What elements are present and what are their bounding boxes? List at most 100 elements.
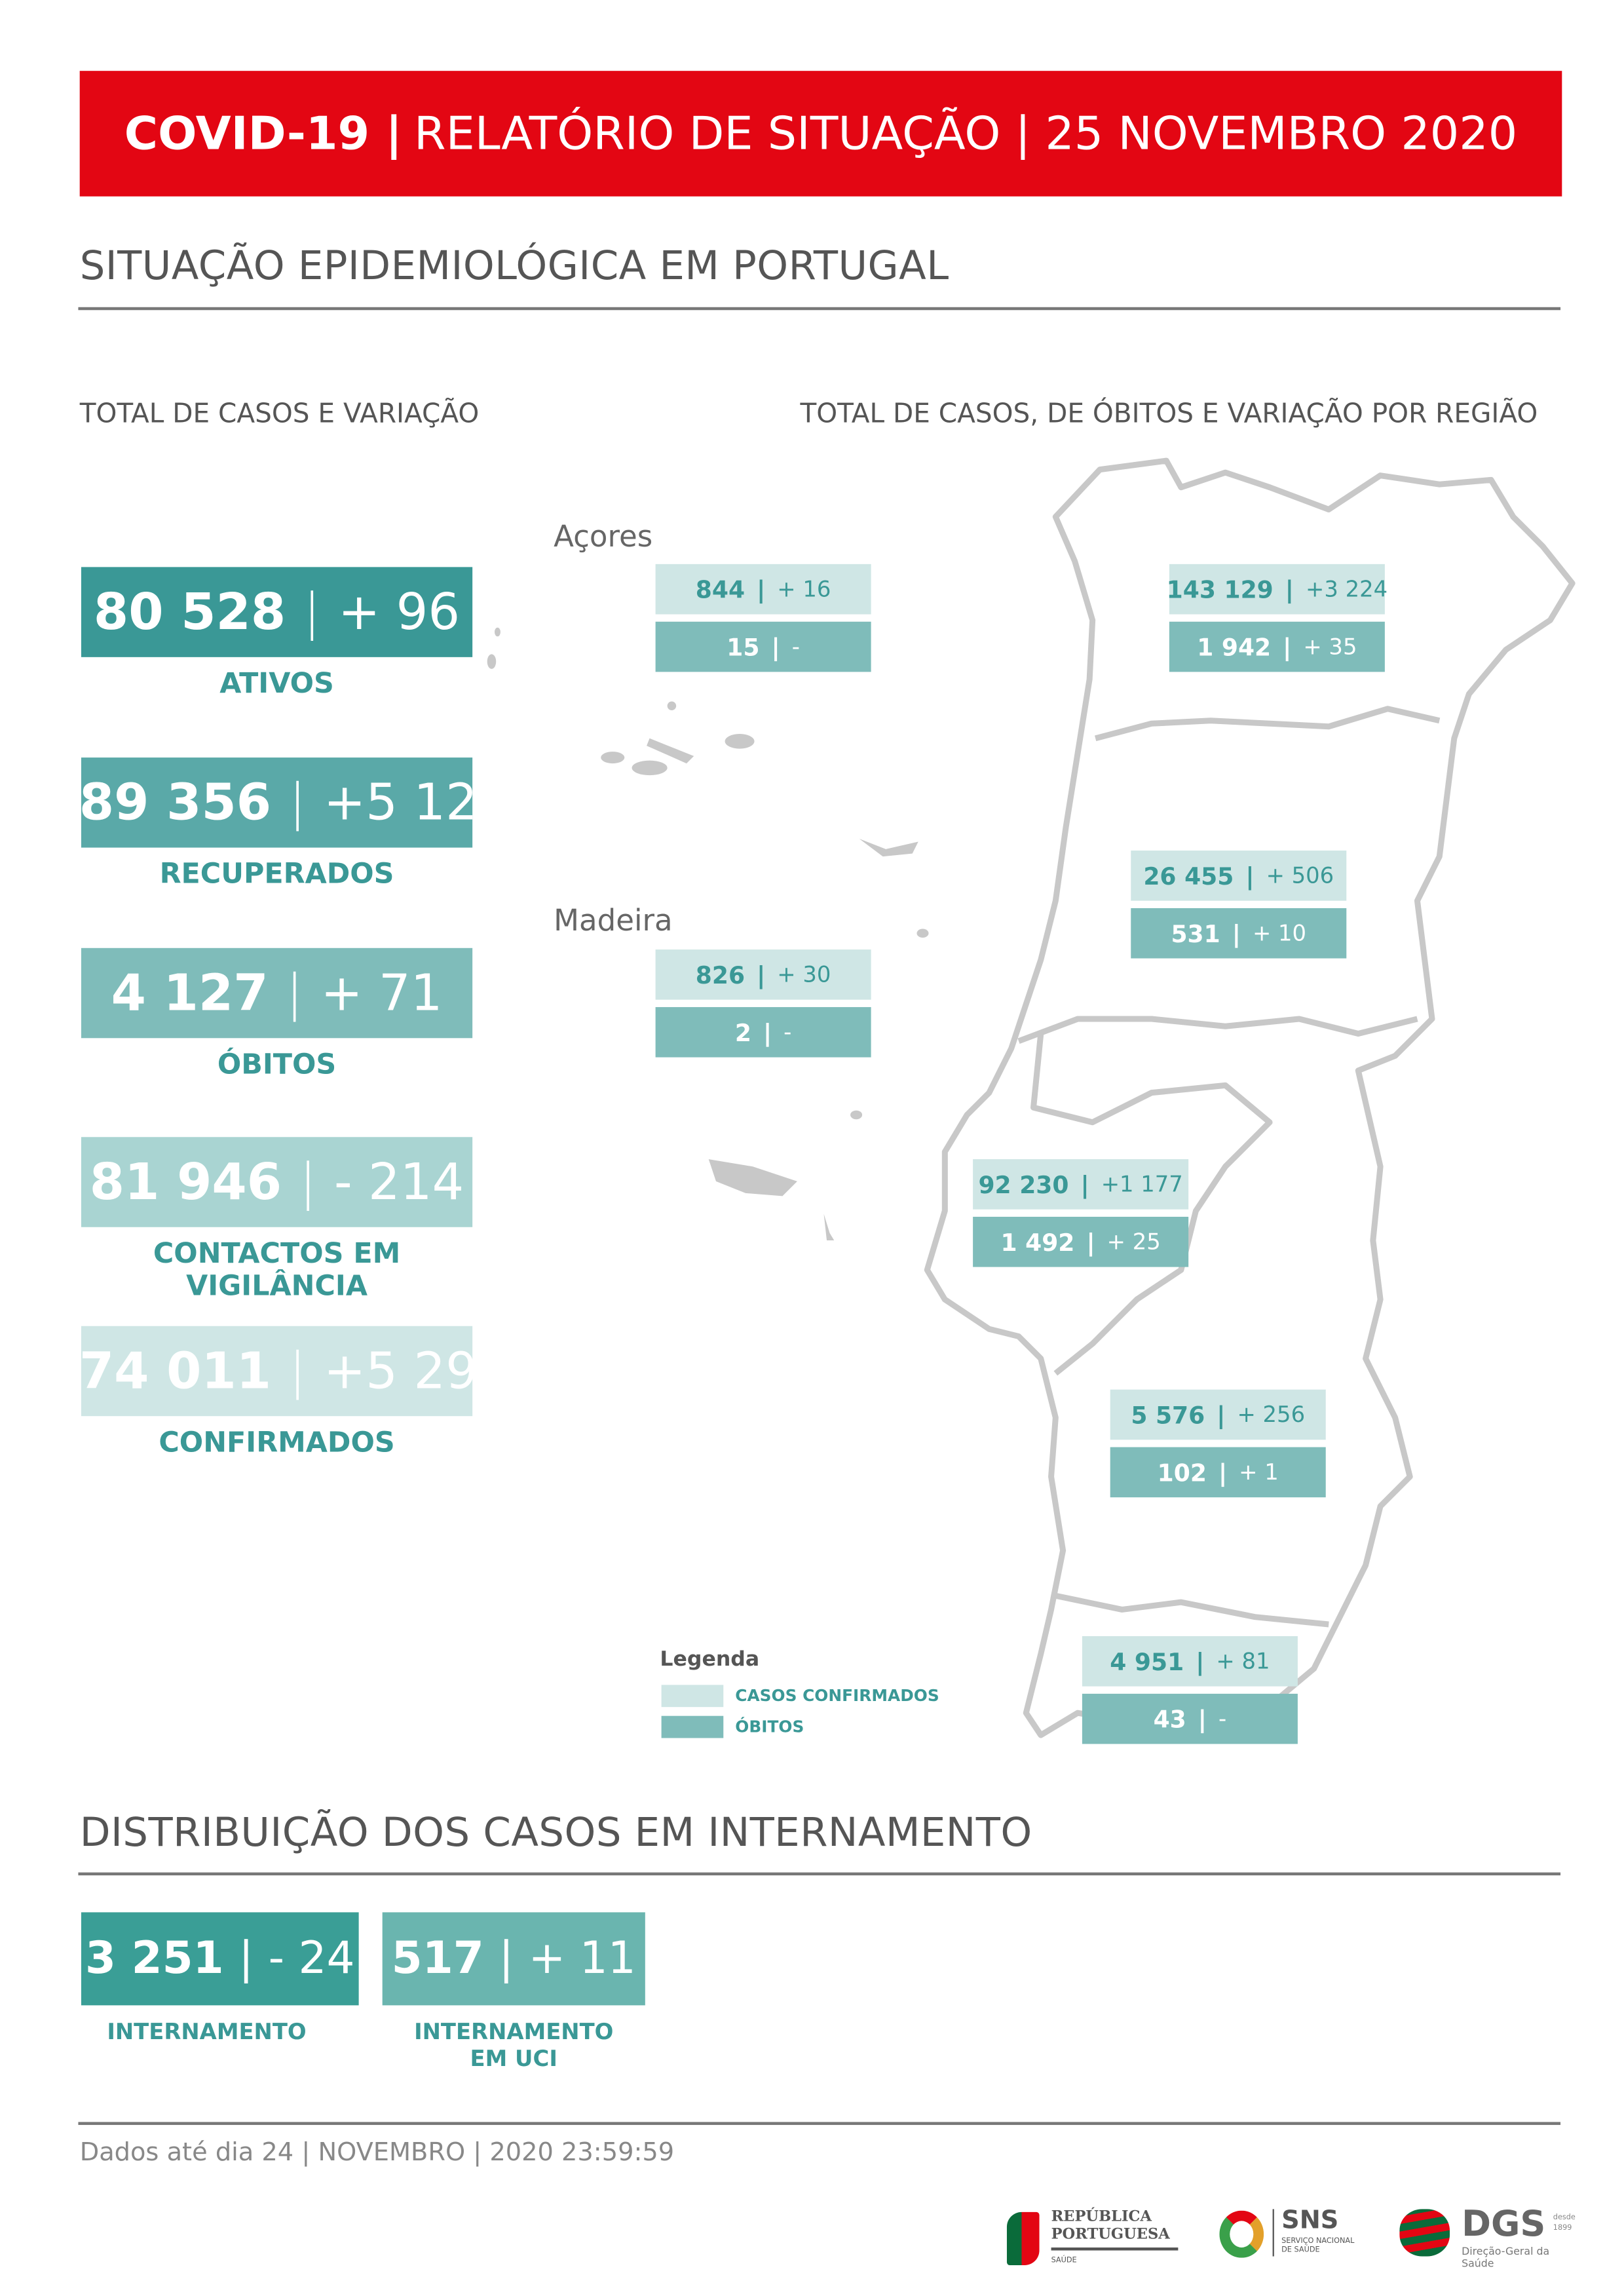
legend-label-deaths: ÓBITOS — [735, 1717, 804, 1737]
cases-change: + 30 — [777, 961, 831, 988]
kpi-box-2: 4 127 | + 71 — [81, 947, 473, 1039]
cases-value: 5 576 — [1131, 1400, 1205, 1429]
region-cases-madeira: 826 | + 30 — [655, 949, 871, 1000]
separator: | — [289, 1341, 306, 1401]
dgs-logo: DGS desde 1899 Direção-Geral da Saúde — [1399, 2203, 1584, 2270]
cases-value: 92 230 — [978, 1170, 1069, 1198]
portugal-map — [487, 457, 1576, 1738]
region-deaths-algarve: 43 | - — [1082, 1693, 1298, 1744]
region-cases-centro: 26 455 | + 506 — [1131, 851, 1347, 901]
region-cases-acores: 844 | + 16 — [655, 564, 871, 615]
cases-change: + 16 — [777, 575, 831, 603]
legend-swatch-cases — [661, 1685, 724, 1708]
acores-label: Açores — [554, 518, 653, 554]
deaths-value: 102 — [1157, 1458, 1207, 1487]
kpi-change: + 96 — [338, 583, 461, 642]
separator: | — [303, 583, 321, 642]
cases-value: 26 455 — [1143, 861, 1234, 890]
deaths-value: 1 942 — [1197, 632, 1272, 661]
deaths-value: 2 — [734, 1018, 751, 1046]
deaths-value: 531 — [1171, 919, 1220, 947]
kpi-change: +5 290 — [324, 1341, 510, 1401]
separator: | — [289, 773, 306, 832]
kpi-value: 189 356 — [44, 773, 272, 832]
islands — [487, 627, 929, 1241]
footer-divider — [78, 2122, 1561, 2125]
kpi-label: CONTACTOS EM VIGILÂNCIA — [153, 1237, 401, 1303]
hospitalized-value: 3 251 — [85, 1932, 224, 1985]
deaths-change: + 1 — [1239, 1459, 1279, 1486]
section-title-hospital: DISTRIBUIÇÃO DOS CASOS EM INTERNAMENTO — [79, 1810, 1032, 1856]
kpi-box-0: 80 528 | + 96 — [81, 567, 473, 657]
republica-portuguesa-logo: REPÚBLICA PORTUGUESA SAÚDE — [1006, 2206, 1199, 2280]
legend-label-cases: CASOS CONFIRMADOS — [735, 1686, 939, 1706]
kpi-value: 80 528 — [93, 583, 286, 642]
cases-value: 143 129 — [1166, 575, 1274, 603]
header-title: RELATÓRIO DE SITUAÇÃO | 25 NOVEMBRO 2020 — [414, 107, 1518, 161]
region-deaths-acores: 15 | - — [655, 621, 871, 672]
kpi-label: RECUPERADOS — [159, 858, 394, 890]
kpi-box-3: 81 946 | - 214 — [81, 1137, 473, 1227]
kpi-box-1: 189 356 | +5 123 — [45, 757, 510, 848]
legend-title: Legenda — [660, 1648, 760, 1672]
separator: | — [286, 963, 303, 1023]
kpi-value: 274 011 — [44, 1341, 272, 1401]
icu-change: + 11 — [528, 1932, 636, 1985]
deaths-change: + 25 — [1106, 1228, 1161, 1255]
deaths-change: + 35 — [1303, 633, 1357, 660]
cases-change: + 81 — [1216, 1648, 1270, 1675]
divider — [78, 1872, 1561, 1876]
deaths-change: - — [784, 1018, 792, 1046]
region-cases-norte: 143 129 | +3 224 — [1166, 564, 1388, 615]
region-deaths-madeira: 2 | - — [655, 1006, 871, 1058]
cases-change: + 506 — [1266, 862, 1334, 889]
kpi-box-4: 274 011 | +5 290 — [45, 1326, 510, 1417]
region-deaths-centro: 531 | + 10 — [1131, 908, 1347, 959]
deaths-change: + 10 — [1252, 919, 1307, 947]
kpi-label: CONFIRMADOS — [159, 1426, 395, 1459]
cases-change: + 256 — [1237, 1401, 1306, 1428]
report-header: COVID-19 | RELATÓRIO DE SITUAÇÃO | 25 NO… — [79, 71, 1562, 197]
cases-change: +1 177 — [1101, 1171, 1183, 1198]
deaths-value: 15 — [727, 632, 760, 661]
hospitalized-box: 3 251 | - 24 — [81, 1912, 359, 2006]
cases-change: +3 224 — [1305, 575, 1388, 603]
hospitalized-change: - 24 — [268, 1932, 355, 1985]
legend-swatch-deaths — [661, 1715, 724, 1738]
kpi-change: + 71 — [320, 963, 443, 1023]
kpi-value: 4 127 — [111, 963, 269, 1023]
madeira-label: Madeira — [554, 902, 673, 938]
region-deaths-norte: 1 942 | + 35 — [1169, 621, 1385, 672]
region-cases-lvt: 92 230 | +1 177 — [973, 1159, 1189, 1210]
region-deaths-alentejo: 102 | + 1 — [1110, 1447, 1326, 1498]
cases-value: 826 — [695, 960, 746, 989]
separator: | — [299, 1152, 316, 1212]
left-subtitle: TOTAL DE CASOS E VARIAÇÃO — [79, 398, 480, 430]
icu-label: INTERNAMENTO EM UCI — [414, 2018, 614, 2072]
divider — [78, 307, 1561, 311]
region-border-centro — [1017, 1016, 1418, 1044]
deaths-change: - — [1218, 1705, 1227, 1732]
icu-value: 517 — [391, 1932, 484, 1985]
kpi-change: - 214 — [333, 1152, 464, 1212]
region-border-norte — [1095, 706, 1441, 742]
right-subtitle: TOTAL DE CASOS, DE ÓBITOS E VARIAÇÃO POR… — [800, 398, 1538, 430]
deaths-value: 1 492 — [1000, 1227, 1075, 1256]
deaths-change: - — [791, 633, 800, 660]
header-title-bold: COVID-19 | — [124, 107, 403, 161]
mainland-outline — [924, 457, 1576, 1738]
kpi-label: ÓBITOS — [217, 1048, 337, 1081]
region-border-alentejo — [1050, 1592, 1329, 1628]
data-date-note: Dados até dia 24 | NOVEMBRO | 2020 23:59… — [79, 2138, 675, 2168]
kpi-change: +5 123 — [324, 773, 510, 832]
kpi-value: 81 946 — [89, 1152, 282, 1212]
cases-value: 844 — [695, 575, 746, 603]
icu-box: 517 | + 11 — [382, 1912, 645, 2006]
section-title: SITUAÇÃO EPIDEMIOLÓGICA EM PORTUGAL — [79, 243, 949, 290]
region-cases-alentejo: 5 576 | + 256 — [1110, 1389, 1326, 1440]
region-cases-algarve: 4 951 | + 81 — [1082, 1636, 1298, 1687]
region-border-lvt — [1030, 1033, 1273, 1376]
kpi-label: ATIVOS — [219, 667, 334, 700]
cases-value: 4 951 — [1110, 1647, 1184, 1675]
